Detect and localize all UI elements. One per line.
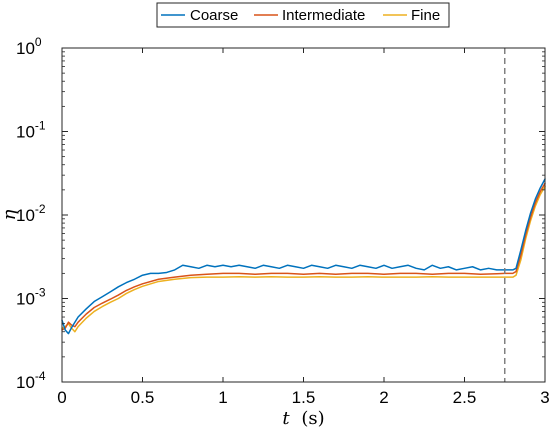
legend-label: Fine — [411, 7, 440, 24]
legend-item-fine: Fine — [383, 7, 440, 24]
legend-item-coarse: Coarse — [161, 7, 238, 24]
x-tick-label: 1.5 — [292, 388, 316, 407]
x-tick-label: 0.5 — [131, 388, 155, 407]
series-line-fine — [61, 185, 546, 333]
legend: Coarse Intermediate Fine — [156, 2, 450, 28]
y-axis: 10-4 10-3 10-2 10-1 100 — [16, 35, 545, 392]
legend-label: Coarse — [190, 7, 238, 24]
y-tick-label: 100 — [16, 35, 42, 58]
series-line-intermediate — [61, 182, 546, 331]
x-axis: 0 0.5 1 1.5 2 2.5 3 — [57, 48, 550, 407]
x-tick-label: 2 — [379, 388, 388, 407]
x-tick-label: 1 — [218, 388, 227, 407]
y-tick-label: 10-4 — [16, 369, 46, 392]
y-tick-label: 10-2 — [16, 202, 46, 225]
y-tick-label: 10-3 — [16, 286, 46, 309]
legend-item-intermediate: Intermediate — [254, 7, 365, 24]
x-tick-label: 3 — [540, 388, 549, 407]
plot-background — [62, 48, 545, 382]
y-tick-label: 10-1 — [16, 119, 46, 142]
series-line-coarse — [61, 178, 546, 335]
x-axis-label: t (s) — [282, 408, 324, 429]
y-axis-label: η — [0, 209, 20, 220]
x-tick-label: 0 — [57, 388, 66, 407]
legend-label: Intermediate — [282, 7, 365, 24]
series-layer — [61, 178, 546, 335]
x-tick-label: 2.5 — [453, 388, 477, 407]
